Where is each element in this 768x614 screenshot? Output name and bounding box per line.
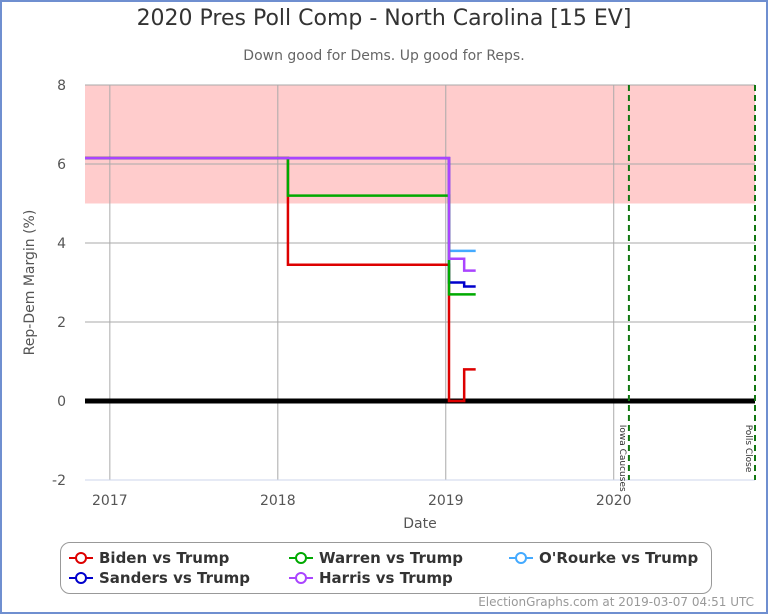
legend-label: Biden vs Trump (99, 549, 230, 567)
footer-credit: ElectionGraphs.com at 2019-03-07 04:51 U… (478, 595, 754, 609)
legend-marker-icon (509, 552, 533, 564)
legend-item-warren[interactable]: Warren vs Trump (289, 549, 463, 567)
y-tick-label: 2 (57, 315, 66, 331)
legend-item-sanders[interactable]: Sanders vs Trump (69, 569, 250, 587)
legend-label: Harris vs Trump (319, 569, 453, 587)
legend-label: Warren vs Trump (319, 549, 463, 567)
y-tick-label: -2 (52, 473, 66, 489)
series-line-harris-vs-trump (85, 156, 476, 272)
x-tick-label: 2018 (260, 493, 296, 509)
chart-subtitle: Down good for Dems. Up good for Reps. (243, 48, 525, 64)
x-axis-title: Date (403, 516, 436, 532)
y-tick-label: 6 (57, 157, 66, 173)
event-label: Polls Close (743, 425, 753, 473)
x-tick-label: 2019 (428, 493, 464, 509)
x-tick-label: 2020 (596, 493, 632, 509)
legend-marker-icon (69, 572, 93, 584)
legend-item-biden[interactable]: Biden vs Trump (69, 549, 229, 567)
event-label: Iowa Caucuses (617, 425, 627, 492)
chart-title: 2020 Pres Poll Comp - North Carolina [15… (136, 6, 632, 31)
legend-label: Sanders vs Trump (99, 569, 251, 587)
y-axis-title: Rep-Dem Margin (%) (22, 210, 38, 356)
y-tick-label: 0 (57, 394, 66, 410)
x-tick-label: 2017 (92, 493, 128, 509)
legend-label: O'Rourke vs Trump (539, 549, 699, 567)
y-tick-label: 4 (57, 236, 66, 252)
legend-marker-icon (69, 552, 93, 564)
legend-item-orourke[interactable]: O'Rourke vs Trump (509, 549, 698, 567)
shaded-band (85, 85, 755, 204)
legend: Biden vs Trump Warren vs Trump O'Rourke … (60, 542, 712, 594)
legend-marker-icon (289, 552, 313, 564)
legend-marker-icon (289, 572, 313, 584)
legend-item-harris[interactable]: Harris vs Trump (289, 569, 453, 587)
y-tick-label: 8 (57, 78, 66, 94)
